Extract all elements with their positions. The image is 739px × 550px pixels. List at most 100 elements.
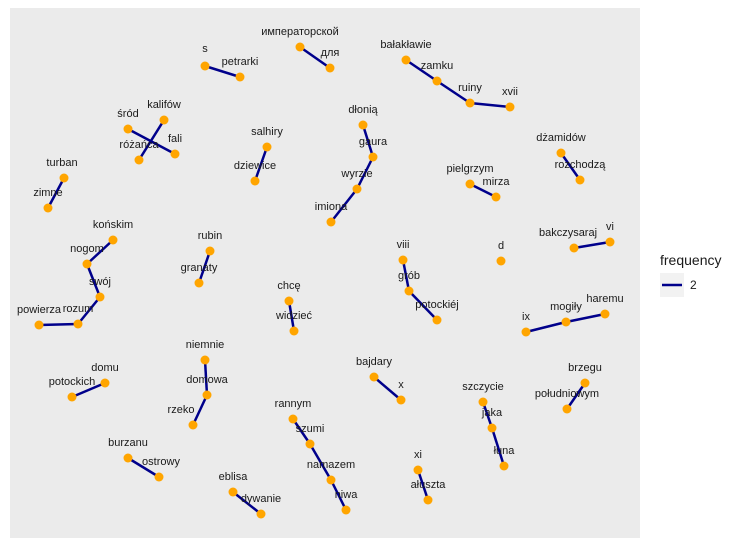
node-powierza bbox=[34, 320, 44, 330]
node-label-jaka: jaka bbox=[481, 407, 503, 419]
node-label-zamku: zamku bbox=[421, 60, 453, 72]
edge-szumi-namazem bbox=[308, 443, 333, 481]
node-pielgrzym bbox=[465, 179, 475, 189]
node-label-kalifow: kalifów bbox=[147, 99, 181, 111]
node-label-eblisa: eblisa bbox=[219, 471, 249, 483]
node-label-luna: łuna bbox=[494, 445, 516, 457]
node-label-ostrowy: ostrowy bbox=[142, 456, 180, 468]
node-label-mogily: mogiły bbox=[550, 301, 582, 313]
node-jaka bbox=[487, 423, 497, 433]
edge-pielgrzym-mirza bbox=[469, 182, 497, 199]
edge-viii-grob bbox=[401, 259, 411, 292]
node-dzamidow bbox=[556, 148, 566, 158]
edge-salhiry-dziewice bbox=[253, 146, 269, 182]
node-eblisa bbox=[228, 487, 238, 497]
node-label-vi: vi bbox=[606, 221, 614, 233]
node-haremu bbox=[600, 309, 610, 319]
edge-wyrzie-imiona bbox=[330, 188, 358, 223]
node-label-balaklawie: bałakławie bbox=[380, 39, 431, 51]
node-imperatorskoi bbox=[295, 42, 305, 52]
node-srod bbox=[123, 124, 133, 134]
node-label-rubin: rubin bbox=[198, 230, 222, 242]
node-label-domowa: domowa bbox=[186, 374, 228, 386]
edge-szczycie-jaka bbox=[481, 401, 494, 429]
edge-kalifow-rozanca bbox=[137, 119, 166, 161]
node-viii bbox=[398, 255, 408, 265]
node-label-swoj: swój bbox=[89, 276, 111, 288]
node-label-petrarki: petrarki bbox=[222, 56, 259, 68]
node-label-rozchodza: rozchodzą bbox=[555, 159, 607, 171]
edge-brzegu-poludniowym bbox=[565, 382, 587, 410]
node-label-dzamidow: dżamidów bbox=[536, 132, 586, 144]
node-ix bbox=[521, 327, 531, 337]
node-label-bajdary: bajdary bbox=[356, 356, 393, 368]
node-label-xvii: xvii bbox=[502, 86, 518, 98]
node-label-poludniowym: południowym bbox=[535, 388, 599, 400]
edge-imperatorskoi-dlya bbox=[299, 45, 331, 70]
node-bakczysaraj bbox=[569, 243, 579, 253]
edge-bakczysaraj-vi bbox=[573, 240, 611, 250]
edge-rannym-szumi bbox=[291, 418, 312, 445]
node-vi bbox=[605, 237, 615, 247]
node-kalifow bbox=[159, 115, 169, 125]
node-label-haremu: haremu bbox=[586, 293, 623, 305]
node-swoj bbox=[95, 292, 105, 302]
node-label-srod: śród bbox=[117, 108, 138, 120]
node-dlonia bbox=[358, 120, 368, 130]
edge-layer bbox=[38, 45, 611, 515]
node-label-rzeko: rzeko bbox=[168, 404, 195, 416]
node-label-konskim: końskim bbox=[93, 219, 133, 231]
node-label-xi: xi bbox=[414, 449, 422, 461]
node-label-granaty: granaty bbox=[181, 262, 218, 274]
node-label-dlonia: dłonią bbox=[348, 104, 378, 116]
node-s bbox=[200, 61, 210, 71]
node-grob bbox=[404, 286, 414, 296]
edge-mogily-haremu bbox=[565, 312, 606, 324]
label-layer: s petrarki императорской для bałakławie zamku… bbox=[17, 26, 624, 505]
edge-jaka-luna bbox=[490, 427, 506, 467]
node-label-imiona: imiona bbox=[315, 201, 348, 213]
node-label-widziec: widzieć bbox=[275, 310, 313, 322]
node-widziec bbox=[289, 326, 299, 336]
node-label-ix: ix bbox=[522, 311, 530, 323]
node-niwa bbox=[341, 505, 351, 515]
node-layer bbox=[34, 42, 615, 519]
edge-eblisa-dywanie bbox=[232, 491, 262, 515]
node-namazem bbox=[326, 475, 336, 485]
node-label-ruiny: ruiny bbox=[458, 82, 482, 94]
node-label-grob: grób bbox=[398, 270, 420, 282]
node-szumi bbox=[305, 439, 315, 449]
node-dziewice bbox=[250, 176, 260, 186]
node-xvii bbox=[505, 102, 515, 112]
legend: frequency 2 bbox=[660, 252, 721, 297]
edge-nogom-swoj bbox=[85, 263, 102, 298]
node-petrarki bbox=[235, 72, 245, 82]
node-label-aluszta: ałuszta bbox=[411, 479, 447, 491]
edge-s-petrarki bbox=[204, 64, 241, 79]
node-label-pielgrzym: pielgrzym bbox=[446, 163, 493, 175]
node-label-rannym: rannym bbox=[275, 398, 312, 410]
node-label-dziewice: dziewice bbox=[234, 160, 276, 172]
node-burzanu bbox=[123, 453, 133, 463]
node-dlya bbox=[325, 63, 335, 73]
node-label-zimne: zimne bbox=[33, 187, 62, 199]
edge-rozum-powierza bbox=[38, 322, 79, 327]
node-label-chce: chcę bbox=[277, 280, 300, 292]
node-label-potockiej: potockiéj bbox=[415, 299, 458, 311]
node-rozchodza bbox=[575, 175, 585, 185]
node-label-rozanca: różańca bbox=[119, 139, 159, 151]
node-x bbox=[396, 395, 406, 405]
node-label-domu: domu bbox=[91, 362, 119, 374]
node-label-niwa: niwa bbox=[335, 489, 359, 501]
node-label-turban: turban bbox=[46, 157, 77, 169]
node-label-salhiry: salhiry bbox=[251, 126, 283, 138]
legend-title: frequency bbox=[660, 252, 721, 268]
node-granaty bbox=[194, 278, 204, 288]
node-luna bbox=[499, 461, 509, 471]
edge-balaklawie-zamku bbox=[405, 58, 438, 83]
node-poludniowym bbox=[562, 404, 572, 414]
node-label-s: s bbox=[202, 43, 208, 55]
node-label-bakczysaraj: bakczysaraj bbox=[539, 227, 597, 239]
edge-grob-potockiej bbox=[408, 290, 438, 321]
